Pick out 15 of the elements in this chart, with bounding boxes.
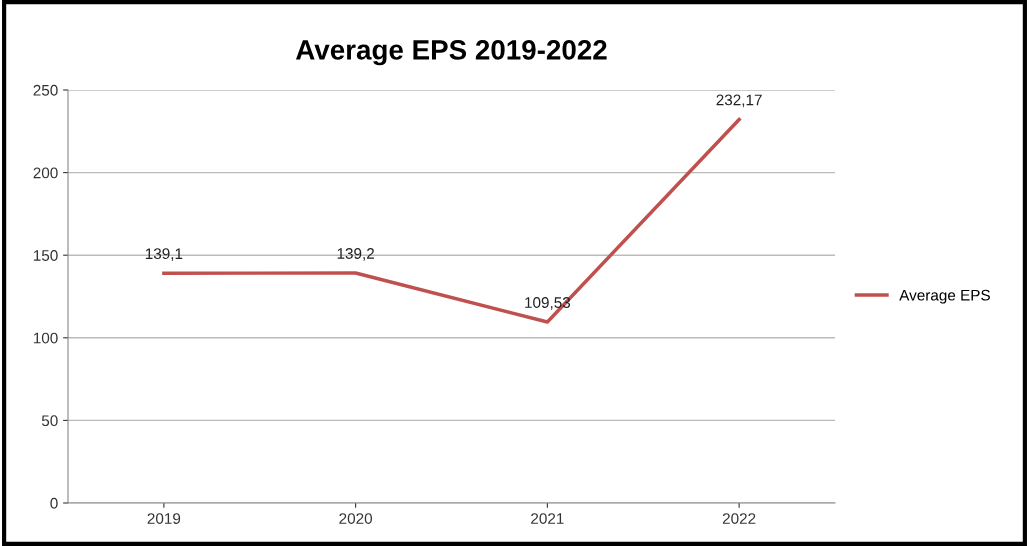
x-tick-label: 2022 — [722, 513, 756, 524]
chart-title: Average EPS 2019-2022 — [295, 40, 607, 66]
y-tick-label: 250 — [33, 84, 58, 96]
y-tick-label: 200 — [33, 167, 58, 179]
x-tick-label: 2021 — [531, 513, 564, 524]
legend-label: Average EPS — [899, 289, 990, 304]
y-tick-label: 150 — [33, 250, 58, 261]
data-label: 232,17 — [716, 94, 762, 108]
y-tick-label: 50 — [41, 415, 58, 427]
data-label: 139,1 — [145, 248, 183, 261]
x-tick-label: 2020 — [339, 513, 373, 524]
x-tick-label: 2019 — [147, 513, 181, 524]
y-tick-label: 0 — [50, 497, 58, 509]
data-label: 139,2 — [337, 248, 374, 261]
y-tick-label: 100 — [33, 332, 58, 344]
